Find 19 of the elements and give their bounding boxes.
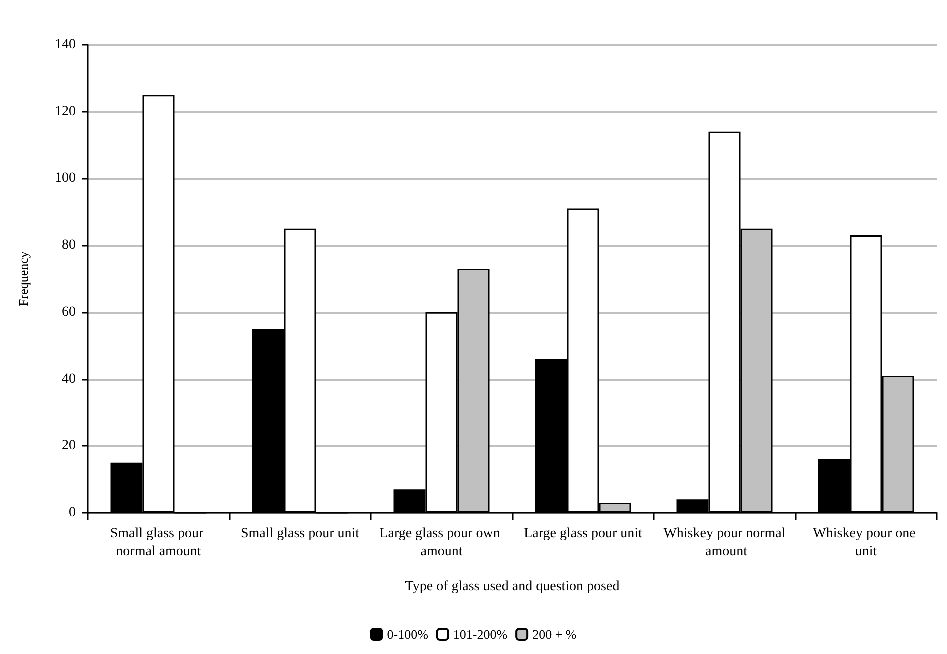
y-tick-label: 0 — [69, 506, 76, 520]
y-tick-label: 100 — [55, 171, 76, 186]
x-tick-label: Large glass pour own amount — [380, 526, 504, 560]
legend-label: 101-200% — [453, 627, 508, 642]
x-tick-label: Small glass pour normal amount — [110, 526, 208, 560]
legend-label: 0-100% — [387, 627, 429, 642]
y-tick-label: 80 — [62, 238, 76, 254]
y-tick-label: 140 — [55, 38, 76, 52]
y-axis-title: Frequency — [16, 251, 31, 306]
y-tick-label: 40 — [62, 372, 76, 387]
x-tick-label: Large glass pour unit — [524, 526, 643, 542]
x-tick-label: Whiskey pour one unit — [813, 526, 920, 560]
y-tick-label: 60 — [62, 304, 76, 320]
y-tick-label: 120 — [55, 104, 76, 120]
x-tick-label: Whiskey pour normal amount — [664, 526, 786, 560]
y-tick-label: 20 — [62, 438, 76, 454]
x-tick-label: Small glass pour unit — [240, 526, 360, 542]
x-axis-title: Type of glass used and question posed — [405, 580, 620, 594]
legend-label: 200 + % — [532, 627, 577, 642]
